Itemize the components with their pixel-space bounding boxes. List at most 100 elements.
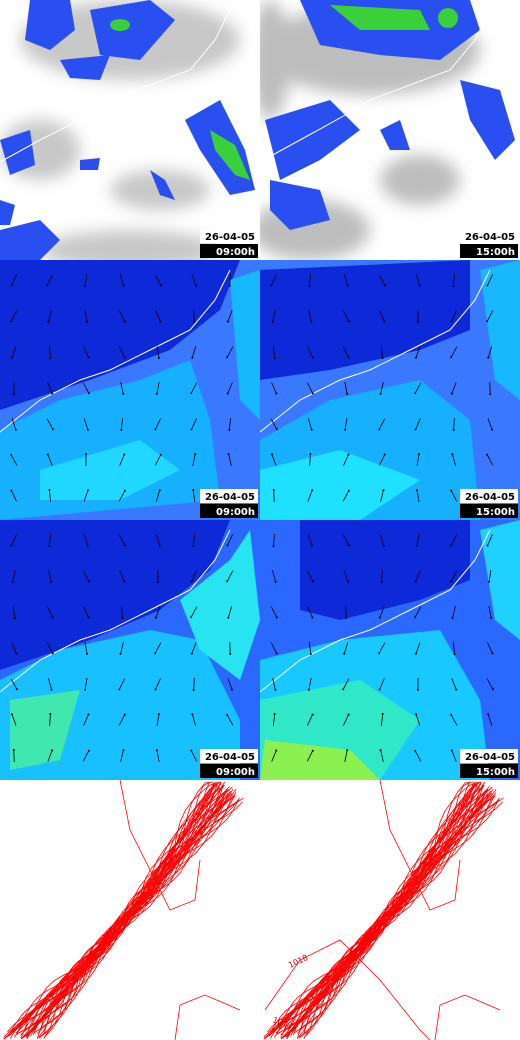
wind-arrow (342, 678, 350, 690)
wind-arrow (10, 310, 18, 322)
wind-arrow (155, 490, 161, 502)
wind-arrow (118, 714, 126, 726)
wind-arrow-head (123, 544, 126, 547)
isobar (43, 781, 220, 1039)
wind-arrow (342, 534, 350, 546)
wind-arrow (156, 714, 160, 726)
wind-arrow-head (159, 284, 162, 287)
wind-arrow-head (450, 356, 453, 359)
wind-arrow (415, 274, 421, 286)
wind-arrow-head (418, 284, 421, 287)
wind-arrow (12, 570, 16, 582)
wind-arrow-head (453, 652, 456, 655)
wind-arrow-head (10, 320, 13, 323)
wind-arrow-head (347, 320, 350, 323)
wind-arrow (414, 606, 422, 618)
wind-arrow-head (346, 749, 349, 752)
wind-arrow (451, 678, 457, 690)
wind-arrow-head (229, 652, 232, 655)
wind-arrow (120, 274, 124, 286)
wind-arrow-head (49, 713, 52, 716)
wind-arrow-head (343, 652, 346, 655)
wind-arrow-head (416, 688, 419, 691)
wind-arrow (228, 417, 232, 431)
wind-arrow-head (121, 616, 124, 619)
wind-arrow-head (275, 652, 278, 655)
wind-arrow-head (13, 616, 16, 619)
wind-arrow (380, 750, 384, 762)
precip-panel (260, 0, 520, 260)
wind-arrow (416, 534, 420, 546)
wind-arrow-head (309, 652, 312, 655)
wind-arrow-head (272, 544, 275, 547)
wind-arrow (272, 570, 276, 582)
wind-arrow-head (311, 713, 314, 716)
isobar (379, 779, 461, 911)
wind-arrow (155, 606, 161, 618)
wind-arrow (227, 534, 233, 546)
wind-arrow-head (414, 580, 417, 583)
isobar (293, 785, 474, 1036)
wind-arrow-head (486, 453, 489, 456)
wind-arrow-head (226, 392, 229, 395)
wind-arrow (416, 454, 420, 466)
wind-arrow-head (10, 544, 13, 547)
wind-arrow (308, 642, 312, 654)
wind-arrow-head (486, 544, 489, 547)
isobar (296, 781, 471, 1034)
wind-arrow-head (450, 713, 453, 716)
wind-arrow (155, 310, 161, 322)
isobar (303, 781, 480, 1039)
precip-panel (0, 0, 260, 260)
wind-arrow-head (190, 616, 193, 619)
isobar (293, 781, 480, 1034)
wind-arrow-head (227, 616, 230, 619)
wind-arrow (308, 310, 312, 322)
isobar (36, 781, 211, 1034)
date-label: 26-04-05 (205, 752, 255, 763)
wind-arrow (192, 714, 196, 726)
wind-arrow (11, 490, 17, 502)
wind-arrow (272, 345, 276, 359)
wind-arrow (450, 570, 458, 582)
wind-arrow-head (158, 544, 161, 547)
wind-arrow-head (380, 580, 383, 583)
wind-arrow (49, 345, 51, 359)
wind-arrow (84, 678, 88, 690)
wind-arrow-head (347, 713, 350, 716)
wind-arrow-head (51, 652, 54, 655)
wind-arrow (155, 418, 161, 430)
wind-arrow (226, 714, 234, 726)
wind-arrow (119, 570, 125, 582)
wind-arrow-head (307, 688, 310, 691)
wind-arrow (83, 714, 89, 726)
wind-arrow (48, 533, 52, 547)
wind-arrow (227, 310, 233, 322)
wind-arrow (307, 490, 313, 502)
wind-arrow-head (123, 580, 126, 583)
wind-arrow (118, 310, 126, 322)
wind-arrow (306, 750, 314, 762)
wind-arrow-head (226, 580, 229, 583)
time-box (460, 244, 518, 258)
wind-arrow-head (87, 356, 90, 359)
wind-arrow-head (486, 284, 489, 287)
wind-arrow-head (15, 688, 18, 691)
wind-arrow (487, 642, 493, 654)
time-label: 09:00h (216, 507, 255, 518)
wind-arrow-head (311, 392, 314, 395)
wind-arrow-head (159, 453, 162, 456)
wind-arrow (450, 490, 458, 502)
panel-labels: 26-04-05 09:00h 26-04-05 15:00h 26-04-05 09:0… (200, 229, 518, 778)
wind-arrow-head (378, 616, 381, 619)
wind-arrow-head (10, 453, 13, 456)
wind-arrow-head (12, 392, 15, 395)
wind-arrow-head (378, 652, 381, 655)
wind-arrow-head (83, 284, 86, 287)
wind-arrow (450, 714, 458, 726)
wind-arrow-head (342, 688, 345, 691)
wind-arrow (380, 382, 384, 394)
wind-arrow (11, 274, 17, 286)
wind-arrow-head (414, 616, 417, 619)
wind-arrow (156, 346, 160, 358)
